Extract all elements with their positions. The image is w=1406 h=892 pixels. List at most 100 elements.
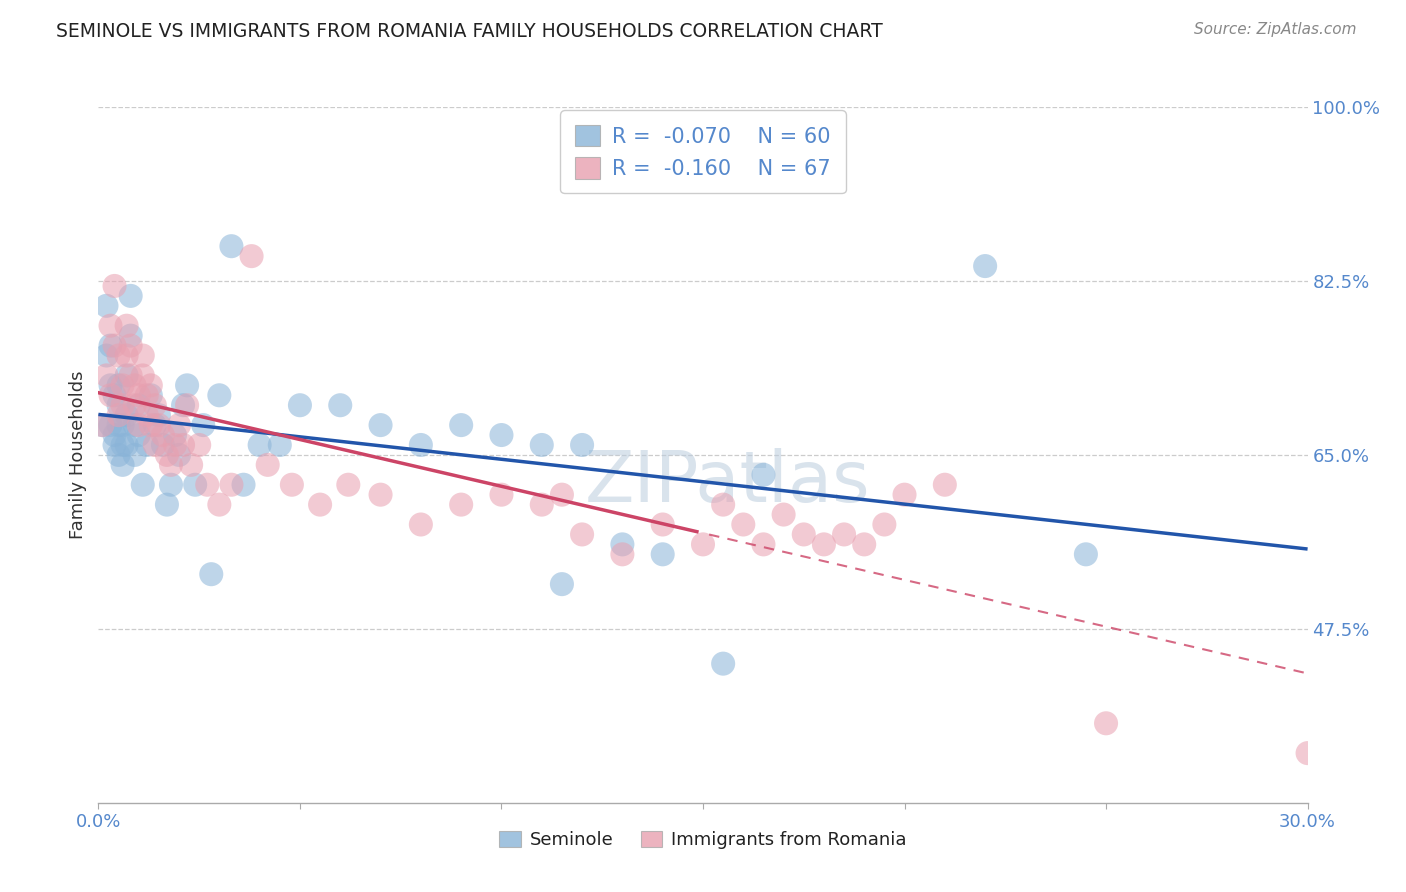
Point [139, 418, 162, 433]
Point [128, 388, 150, 402]
Point [107, 408, 129, 422]
Point [111, 458, 134, 472]
Point [692, 537, 714, 551]
Point [221, 477, 243, 491]
Point [107, 418, 129, 433]
Point [184, 477, 207, 491]
Point [450, 418, 472, 433]
Point [309, 498, 332, 512]
Point [135, 408, 157, 422]
Point [370, 418, 392, 433]
Point [370, 488, 392, 502]
Point [167, 418, 190, 433]
Point [193, 418, 215, 433]
Point [100, 388, 122, 402]
Point [152, 428, 174, 442]
Text: SEMINOLE VS IMMIGRANTS FROM ROMANIA FAMILY HOUSEHOLDS CORRELATION CHART: SEMINOLE VS IMMIGRANTS FROM ROMANIA FAMI… [56, 22, 883, 41]
Text: ZIPatlas: ZIPatlas [585, 449, 870, 517]
Point [128, 428, 150, 442]
Point [128, 398, 150, 412]
Point [752, 467, 775, 482]
Point [120, 289, 142, 303]
Point [160, 477, 183, 491]
Point [143, 438, 166, 452]
Point [221, 239, 243, 253]
Point [135, 438, 157, 452]
Point [139, 378, 162, 392]
Point [139, 388, 162, 402]
Point [124, 448, 146, 462]
Point [571, 438, 593, 452]
Point [711, 498, 734, 512]
Point [208, 498, 231, 512]
Point [813, 537, 835, 551]
Point [853, 537, 876, 551]
Point [651, 517, 673, 532]
Point [107, 448, 129, 462]
Point [96, 349, 118, 363]
Point [132, 349, 155, 363]
Point [143, 398, 166, 412]
Point [96, 299, 118, 313]
Legend: Seminole, Immigrants from Romania: Seminole, Immigrants from Romania [492, 823, 914, 856]
Point [152, 438, 174, 452]
Point [111, 418, 134, 433]
Point [100, 418, 122, 433]
Point [491, 428, 513, 442]
Point [107, 349, 129, 363]
Point [103, 279, 125, 293]
Point [115, 318, 138, 333]
Point [103, 338, 125, 352]
Point [491, 488, 513, 502]
Point [180, 458, 202, 472]
Point [128, 418, 150, 433]
Point [148, 408, 170, 422]
Point [281, 477, 304, 491]
Point [156, 498, 179, 512]
Point [163, 438, 186, 452]
Point [115, 408, 138, 422]
Point [530, 498, 553, 512]
Point [115, 438, 138, 452]
Point [1296, 746, 1319, 760]
Point [176, 378, 198, 392]
Point [120, 338, 142, 352]
Point [1074, 547, 1097, 561]
Point [124, 418, 146, 433]
Point [772, 508, 794, 522]
Point [103, 438, 125, 452]
Point [143, 418, 166, 433]
Point [409, 438, 432, 452]
Point [135, 388, 157, 402]
Point [103, 388, 125, 402]
Point [1095, 716, 1118, 731]
Point [91, 418, 114, 433]
Point [156, 448, 179, 462]
Point [107, 378, 129, 392]
Point [148, 418, 170, 433]
Point [450, 498, 472, 512]
Point [120, 328, 142, 343]
Point [200, 567, 222, 582]
Point [752, 537, 775, 551]
Point [551, 488, 574, 502]
Point [111, 438, 134, 452]
Point [124, 398, 146, 412]
Point [100, 318, 122, 333]
Point [176, 398, 198, 412]
Point [711, 657, 734, 671]
Point [115, 349, 138, 363]
Point [107, 398, 129, 412]
Point [249, 438, 271, 452]
Point [115, 368, 138, 383]
Point [893, 488, 915, 502]
Y-axis label: Family Households: Family Households [69, 371, 87, 539]
Point [103, 428, 125, 442]
Text: Source: ZipAtlas.com: Source: ZipAtlas.com [1194, 22, 1357, 37]
Point [167, 448, 190, 462]
Point [612, 537, 634, 551]
Point [793, 527, 815, 541]
Point [91, 418, 114, 433]
Point [651, 547, 673, 561]
Point [100, 338, 122, 352]
